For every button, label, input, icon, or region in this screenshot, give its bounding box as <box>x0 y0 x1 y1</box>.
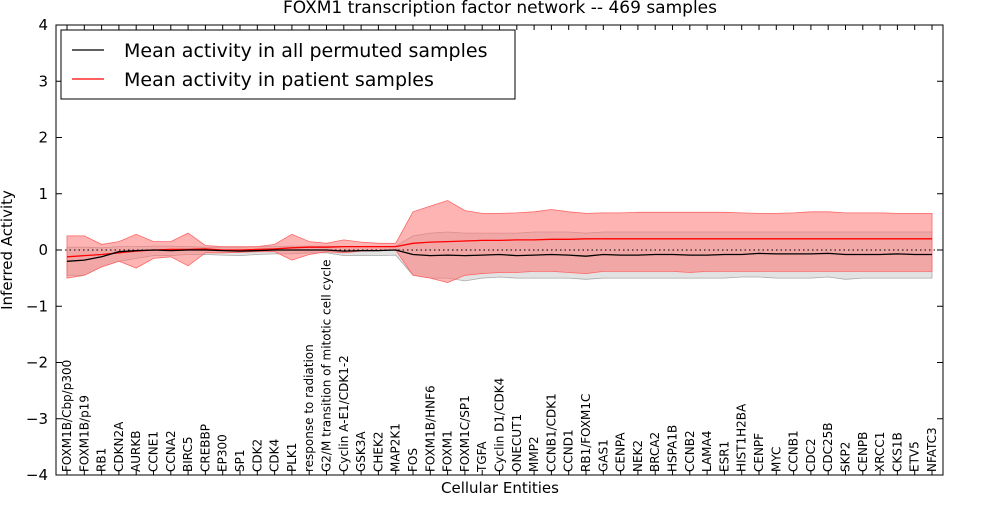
x-axis-label: Cellular Entities <box>441 479 559 497</box>
x-tick-label: CDKN2A <box>112 421 126 472</box>
x-tick-label: ONECUT1 <box>510 414 524 472</box>
x-tick-label: FOS <box>406 448 420 472</box>
x-tick-label: HIST1H2BA <box>735 403 749 472</box>
x-tick-label: NFATC3 <box>925 427 939 472</box>
x-tick-label: TGFA <box>475 441 489 473</box>
x-tick-label: CCNB2 <box>683 430 697 472</box>
x-tick-label: CCND1 <box>562 429 576 472</box>
x-tick-label: XRCC1 <box>873 432 887 472</box>
x-tick-label: NEK2 <box>631 440 645 472</box>
legend-label-permuted: Mean activity in all permuted samples <box>124 40 487 62</box>
x-tick-label: MAP2K1 <box>389 423 403 472</box>
y-tick-label: −3 <box>26 410 48 428</box>
y-axis-label: Inferred Activity <box>0 190 16 310</box>
x-tick-label: SP1 <box>233 450 247 473</box>
y-tick-label: 0 <box>38 241 48 259</box>
x-tick-label: CCNB1/CDK1 <box>544 393 558 472</box>
y-tick-label: 2 <box>38 129 48 147</box>
x-tick-label: CCNB1 <box>787 430 801 472</box>
x-tick-label: Cyclin D1/CDK4 <box>493 378 507 472</box>
x-tick-label: MMP2 <box>527 436 541 472</box>
y-tick-label: −2 <box>26 354 48 372</box>
x-tick-label: CDC2 <box>804 438 818 472</box>
x-tick-label: SKP2 <box>839 442 853 472</box>
x-tick-label: G2/M transition of mitotic cell cycle <box>320 259 334 472</box>
x-tick-label: FOXM1B/HNF6 <box>423 385 437 472</box>
x-tick-label: GAS1 <box>596 439 610 472</box>
x-tick-label: EP300 <box>216 434 230 472</box>
legend: Mean activity in all permuted samples Me… <box>60 29 516 100</box>
x-tick-label: CHEK2 <box>371 432 385 473</box>
x-tick-label: CDC25B <box>821 423 835 473</box>
y-tick-label: 3 <box>38 72 48 90</box>
x-tick-label: FOXM1B/p19 <box>77 395 91 472</box>
x-tick-label: HSPA1B <box>666 425 680 472</box>
x-tick-label: CDK2 <box>250 439 264 472</box>
line-patient <box>66 238 932 258</box>
x-tick-label: CCNE1 <box>147 431 161 472</box>
x-tick-label: RB1 <box>95 448 109 472</box>
x-tick-label: response to radiation <box>302 344 316 472</box>
legend-label-patient: Mean activity in patient samples <box>124 69 434 91</box>
series-lines <box>66 238 932 262</box>
x-tick-label: GSK3A <box>354 431 368 472</box>
x-tick-label: CKS1B <box>890 432 904 472</box>
legend-box <box>60 29 516 100</box>
line-permuted <box>66 249 932 262</box>
x-tick-label: LAMA4 <box>700 431 714 472</box>
confidence-bands <box>66 200 933 284</box>
y-tick-label: 4 <box>38 16 48 34</box>
y-axis: −4 −3 −2 −1 0 1 2 3 4 <box>26 16 943 484</box>
y-tick-label: −1 <box>26 297 48 315</box>
x-tick-label: CREBBP <box>198 424 212 472</box>
x-tick-label: CENPB <box>856 432 870 472</box>
x-tick-label: FOXM1B/Cbp/p300 <box>60 360 74 472</box>
x-tick-label: RB1/FOXM1C <box>579 394 593 472</box>
x-tick-label: MYC <box>769 447 783 472</box>
x-tick-label: BIRC5 <box>181 436 195 472</box>
x-axis: FOXM1B/Cbp/p300 FOXM1B/p19 RB1 CDKN2A AURKB C… <box>60 25 939 475</box>
x-tick-label: BRCA2 <box>648 432 662 472</box>
x-tick-label: CENPA <box>614 432 628 472</box>
x-tick-label: ESR1 <box>717 441 731 472</box>
x-tick-label: ETV5 <box>908 441 922 472</box>
band-patient <box>66 200 933 284</box>
chart-title: FOXM1 transcription factor network -- 46… <box>283 0 717 18</box>
x-tick-label: FOXM1C/SP1 <box>458 395 472 472</box>
x-tick-label: PLK1 <box>285 443 299 472</box>
y-tick-label: 1 <box>38 185 48 203</box>
x-tick-label: CDK4 <box>268 439 282 472</box>
x-tick-label: Cyclin A-E1/CDK1-2 <box>337 355 351 472</box>
y-tick-label: −4 <box>26 466 48 484</box>
x-tick-label: CENPF <box>752 433 766 472</box>
x-tick-label: FOXM1 <box>441 430 455 472</box>
x-tick-label: CCNA2 <box>164 430 178 472</box>
x-tick-label: AURKB <box>129 431 143 472</box>
